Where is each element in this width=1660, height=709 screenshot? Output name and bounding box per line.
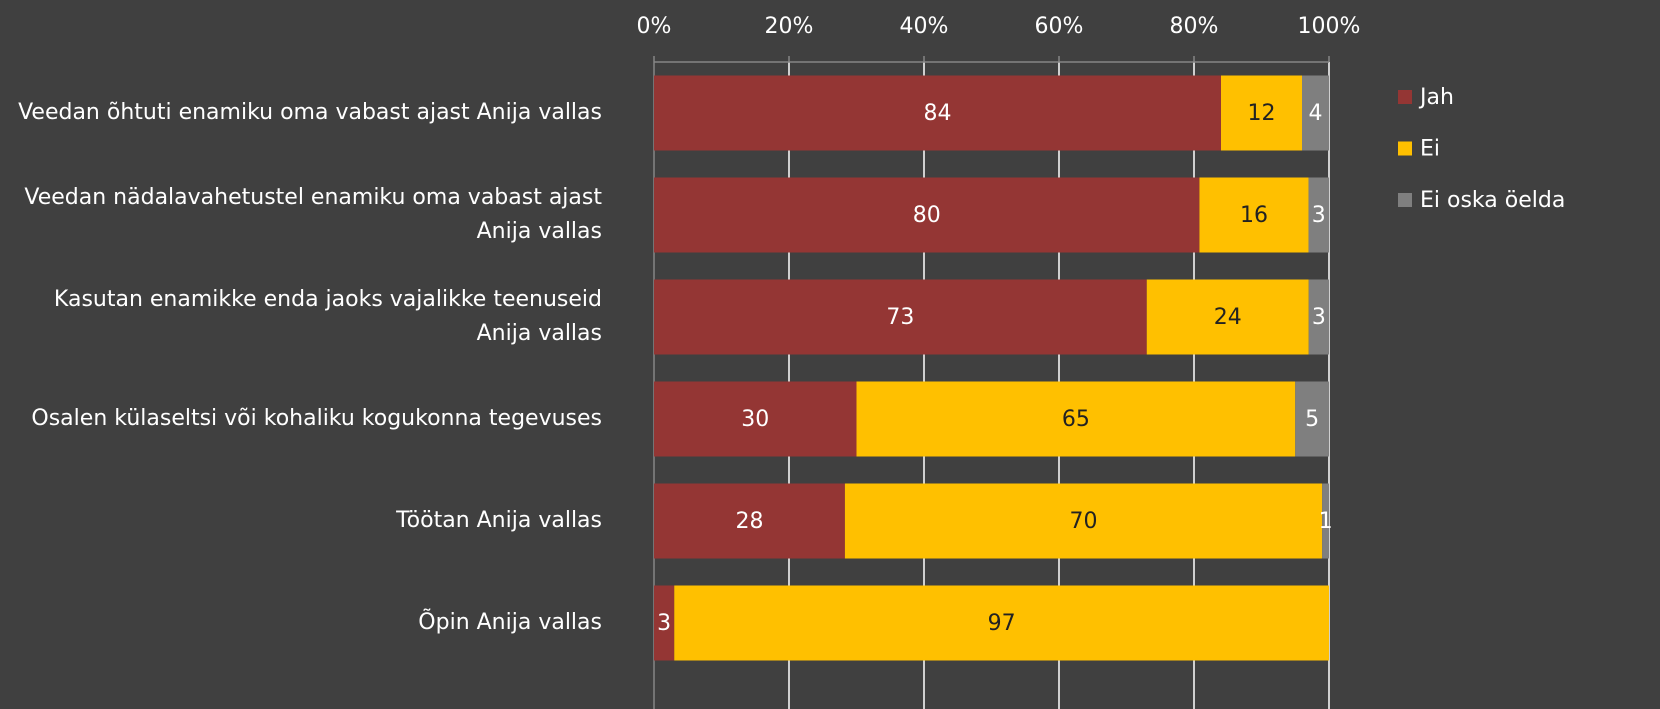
category-label: Osalen külaseltsi või kohaliku kogukonna… <box>31 406 602 431</box>
bar-segment <box>654 585 675 661</box>
bar-segment <box>1308 279 1329 355</box>
value-label: 73 <box>886 305 914 330</box>
value-label: 84 <box>924 101 952 126</box>
bar-segment <box>654 75 1221 151</box>
value-label: 1 <box>1319 509 1333 534</box>
x-tick-label: 60% <box>1035 14 1084 39</box>
bar-segment <box>844 483 1323 559</box>
value-label: 28 <box>735 509 763 534</box>
legend-label: Ei oska öelda <box>1420 188 1565 213</box>
value-label: 12 <box>1248 101 1276 126</box>
bar-segment <box>1322 483 1329 559</box>
value-label: 3 <box>1312 203 1326 228</box>
bar-segment <box>1295 381 1329 457</box>
x-tick-label: 100% <box>1298 14 1361 39</box>
x-tick-label: 20% <box>765 14 814 39</box>
x-tick-label: 80% <box>1170 14 1219 39</box>
legend-swatch <box>1398 193 1412 207</box>
category-label: Veedan õhtuti enamiku oma vabast ajast A… <box>18 100 602 125</box>
value-label: 3 <box>1312 305 1326 330</box>
value-label: 4 <box>1309 101 1323 126</box>
bar-segment <box>654 483 845 559</box>
bar-segment <box>1199 177 1309 253</box>
bar-segment <box>1221 75 1302 151</box>
category-label: Töötan Anija vallas <box>396 508 602 533</box>
bar-segment <box>654 279 1147 355</box>
bar-segment <box>856 381 1296 457</box>
value-label: 3 <box>657 611 671 636</box>
bar-segment <box>1302 75 1329 151</box>
legend-label: Ei <box>1420 137 1440 162</box>
bar-segment <box>654 381 857 457</box>
value-label: 97 <box>988 611 1016 636</box>
legend-swatch <box>1398 90 1412 104</box>
bar-segment <box>1308 177 1329 253</box>
category-label: Kasutan enamikke enda jaoks vajalikke te… <box>53 287 602 346</box>
bar-segment <box>654 177 1200 253</box>
x-tick-label: 0% <box>637 14 672 39</box>
value-label: 80 <box>913 203 941 228</box>
bar-segment <box>674 585 1329 661</box>
legend-label: Jah <box>1418 85 1454 110</box>
legend-swatch <box>1398 141 1412 156</box>
category-label: Õpin Anija vallas <box>418 610 602 635</box>
bar-segment <box>1146 279 1309 355</box>
value-label: 70 <box>1070 509 1098 534</box>
value-label: 16 <box>1240 203 1268 228</box>
x-tick-label: 40% <box>900 14 949 39</box>
value-label: 65 <box>1062 407 1090 432</box>
category-label: Veedan nädalavahetustel enamiku oma vaba… <box>24 185 602 244</box>
value-label: 5 <box>1305 407 1319 432</box>
value-label: 30 <box>741 407 769 432</box>
value-label: 24 <box>1214 305 1242 330</box>
